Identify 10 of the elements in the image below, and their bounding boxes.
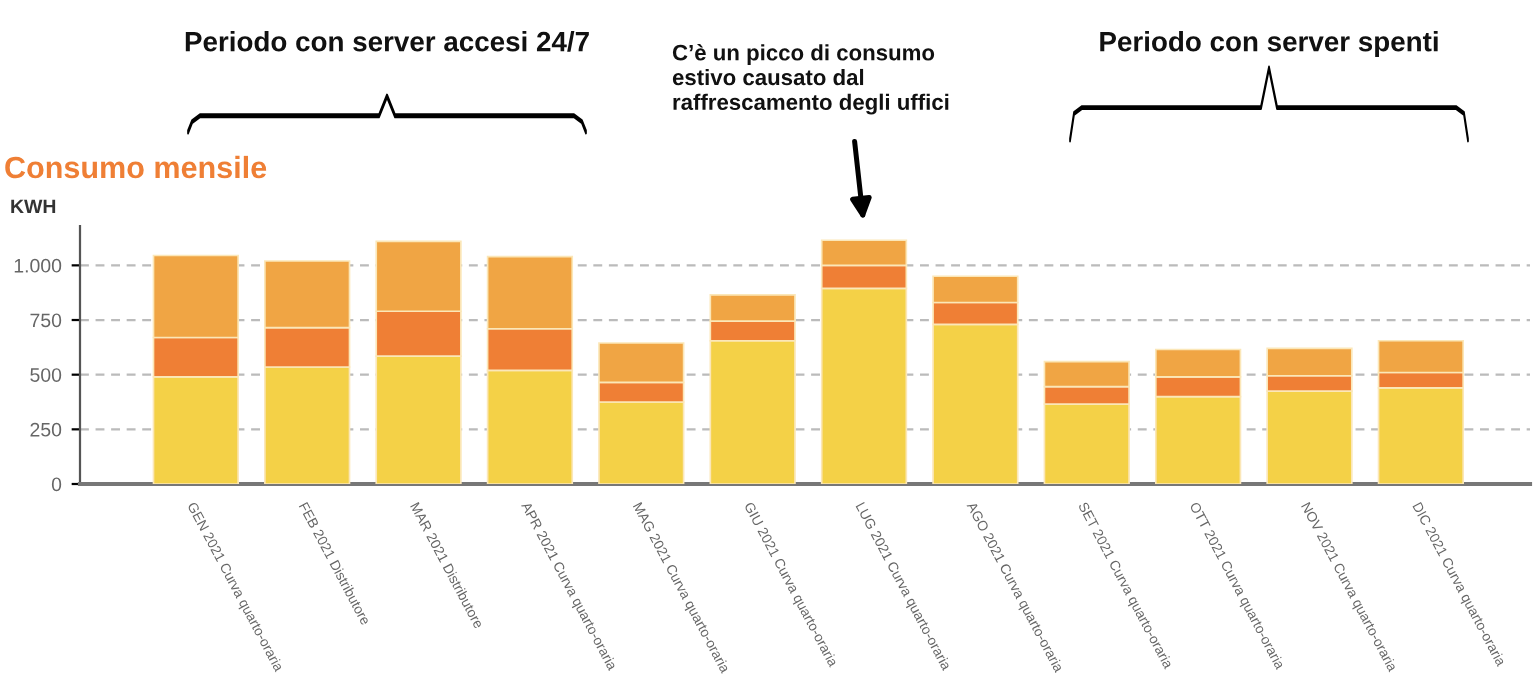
text: Periodo con server spenti [1100,31,1438,57]
y-tick-label: 750 [30,313,62,328]
y-tick-label: 0 [51,477,62,492]
text: C’è un picco di consumo estivo causato dal raffrescamento degli uffici [672,44,949,115]
y-tick-label: 1.000 [14,258,62,273]
y-tick-label: 500 [30,368,62,382]
y-tick-label: 250 [30,422,62,437]
text: Periodo con server accesi 24/7 [185,31,589,52]
y-axis-title: KWH [11,199,56,214]
chart-title: Consumo mensile [5,155,267,179]
